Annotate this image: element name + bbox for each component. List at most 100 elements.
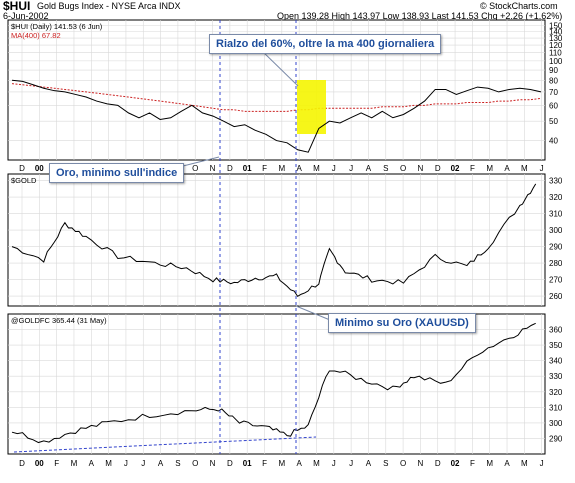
x-tick-label: F (470, 164, 475, 173)
y-tick-label: 330 (549, 372, 563, 381)
x-tick-label: D (227, 459, 233, 468)
x-tick-label: N (210, 459, 216, 468)
x-tick-label: 01 (243, 164, 252, 173)
y-tick-label: 100 (549, 57, 563, 66)
ma400-line (11, 83, 542, 112)
y-tick-label: 260 (549, 292, 563, 301)
y-tick-label: 340 (549, 357, 563, 366)
x-tick-label: A (158, 459, 164, 468)
y-tick-label: 140 (549, 28, 563, 37)
callout-connector (295, 305, 331, 321)
x-tick-label: S (175, 459, 180, 468)
callout-connector (258, 47, 299, 87)
x-tick-label: N (418, 164, 424, 173)
x-tick-label: A (504, 459, 510, 468)
y-tick-label: 80 (549, 76, 558, 85)
x-tick-label: J (124, 459, 128, 468)
x-tick-label: F (54, 459, 59, 468)
x-tick-label: M (486, 164, 493, 173)
y-tick-label: 90 (549, 66, 558, 75)
callout-rally: Rialzo del 60%, oltre la ma 400 giornali… (209, 34, 442, 54)
panel-frame (7, 313, 546, 455)
x-tick-label: M (279, 459, 286, 468)
x-tick-label: A (366, 164, 372, 173)
y-tick-label: 110 (549, 49, 562, 58)
x-tick-label: 02 (451, 459, 460, 468)
x-tick-label: M (313, 459, 320, 468)
x-tick-label: A (89, 459, 95, 468)
x-tick-label: J (141, 459, 145, 468)
header-date: 6-Jun-2002 (3, 11, 49, 21)
y-tick-label: 290 (549, 243, 563, 252)
y-tick-label: 300 (549, 419, 563, 428)
gold-price-line (11, 183, 537, 298)
header-quote: Open 139.28 High 143.97 Low 138.93 Last … (277, 11, 563, 21)
x-tick-label: M (71, 459, 78, 468)
panel-frame (7, 173, 546, 307)
x-tick-label: A (366, 459, 372, 468)
x-tick-label: M (521, 164, 528, 173)
y-tick-label: 350 (549, 341, 563, 350)
x-tick-label: A (504, 164, 510, 173)
goldfc-price-line (11, 322, 536, 444)
y-tick-label: 120 (549, 41, 563, 50)
y-tick-label: 50 (549, 117, 558, 126)
y-tick-label: 290 (549, 434, 563, 443)
legend-entry: MA(400) 67.82 (11, 31, 61, 40)
x-tick-label: O (192, 164, 198, 173)
legend-entry: @GOLDFC 365.44 (31 May) (11, 316, 107, 325)
x-tick-label: J (540, 164, 544, 173)
x-tick-label: M (486, 459, 493, 468)
x-tick-label: 00 (35, 459, 44, 468)
x-tick-label: 00 (35, 164, 44, 173)
x-tick-label: O (400, 459, 406, 468)
x-tick-label: J (349, 459, 353, 468)
x-tick-label: O (400, 164, 406, 173)
y-tick-label: 70 (549, 88, 558, 97)
x-tick-label: 01 (243, 459, 252, 468)
x-tick-label: M (313, 164, 320, 173)
header-name: Gold Bugs Index - NYSE Arca INDX (37, 1, 181, 11)
y-tick-label: 40 (549, 137, 558, 146)
x-tick-label: A (296, 459, 302, 468)
legend-entry: $GOLD (11, 176, 37, 185)
x-tick-label: F (470, 459, 475, 468)
x-tick-label: O (192, 459, 198, 468)
callout-gold-low: Minimo su Oro (XAUUSD) (328, 313, 476, 333)
x-tick-label: D (435, 459, 441, 468)
legend-entry: $HUI (Daily) 141.53 (6 Jun) (11, 22, 103, 31)
x-tick-label: 02 (451, 164, 460, 173)
x-tick-label: J (540, 459, 544, 468)
y-tick-label: 60 (549, 101, 558, 110)
y-tick-label: 270 (549, 276, 563, 285)
x-tick-label: N (418, 459, 424, 468)
x-tick-label: J (332, 459, 336, 468)
x-tick-label: D (435, 164, 441, 173)
x-tick-label: M (105, 459, 112, 468)
x-tick-label: S (383, 459, 388, 468)
support-trendline (13, 436, 317, 453)
x-tick-label: D (227, 164, 233, 173)
x-tick-label: S (383, 164, 388, 173)
y-tick-label: 360 (549, 326, 563, 335)
x-tick-label: D (19, 164, 25, 173)
y-tick-label: 310 (549, 210, 563, 219)
x-tick-label: F (262, 164, 267, 173)
x-tick-label: D (19, 459, 25, 468)
rally-highlight (297, 80, 326, 134)
y-tick-label: 280 (549, 259, 563, 268)
y-tick-label: 150 (549, 22, 563, 31)
hui-price-line (11, 79, 542, 153)
header-symbol: $HUI (3, 0, 31, 13)
callout-index-low: Oro, minimo sull'indice (49, 163, 185, 183)
y-tick-label: 300 (549, 226, 563, 235)
x-tick-label: J (349, 164, 353, 173)
y-tick-label: 310 (549, 403, 563, 412)
y-tick-label: 320 (549, 388, 563, 397)
x-tick-label: M (521, 459, 528, 468)
y-tick-label: 330 (549, 177, 563, 186)
x-tick-label: J (332, 164, 336, 173)
x-tick-label: N (210, 164, 216, 173)
